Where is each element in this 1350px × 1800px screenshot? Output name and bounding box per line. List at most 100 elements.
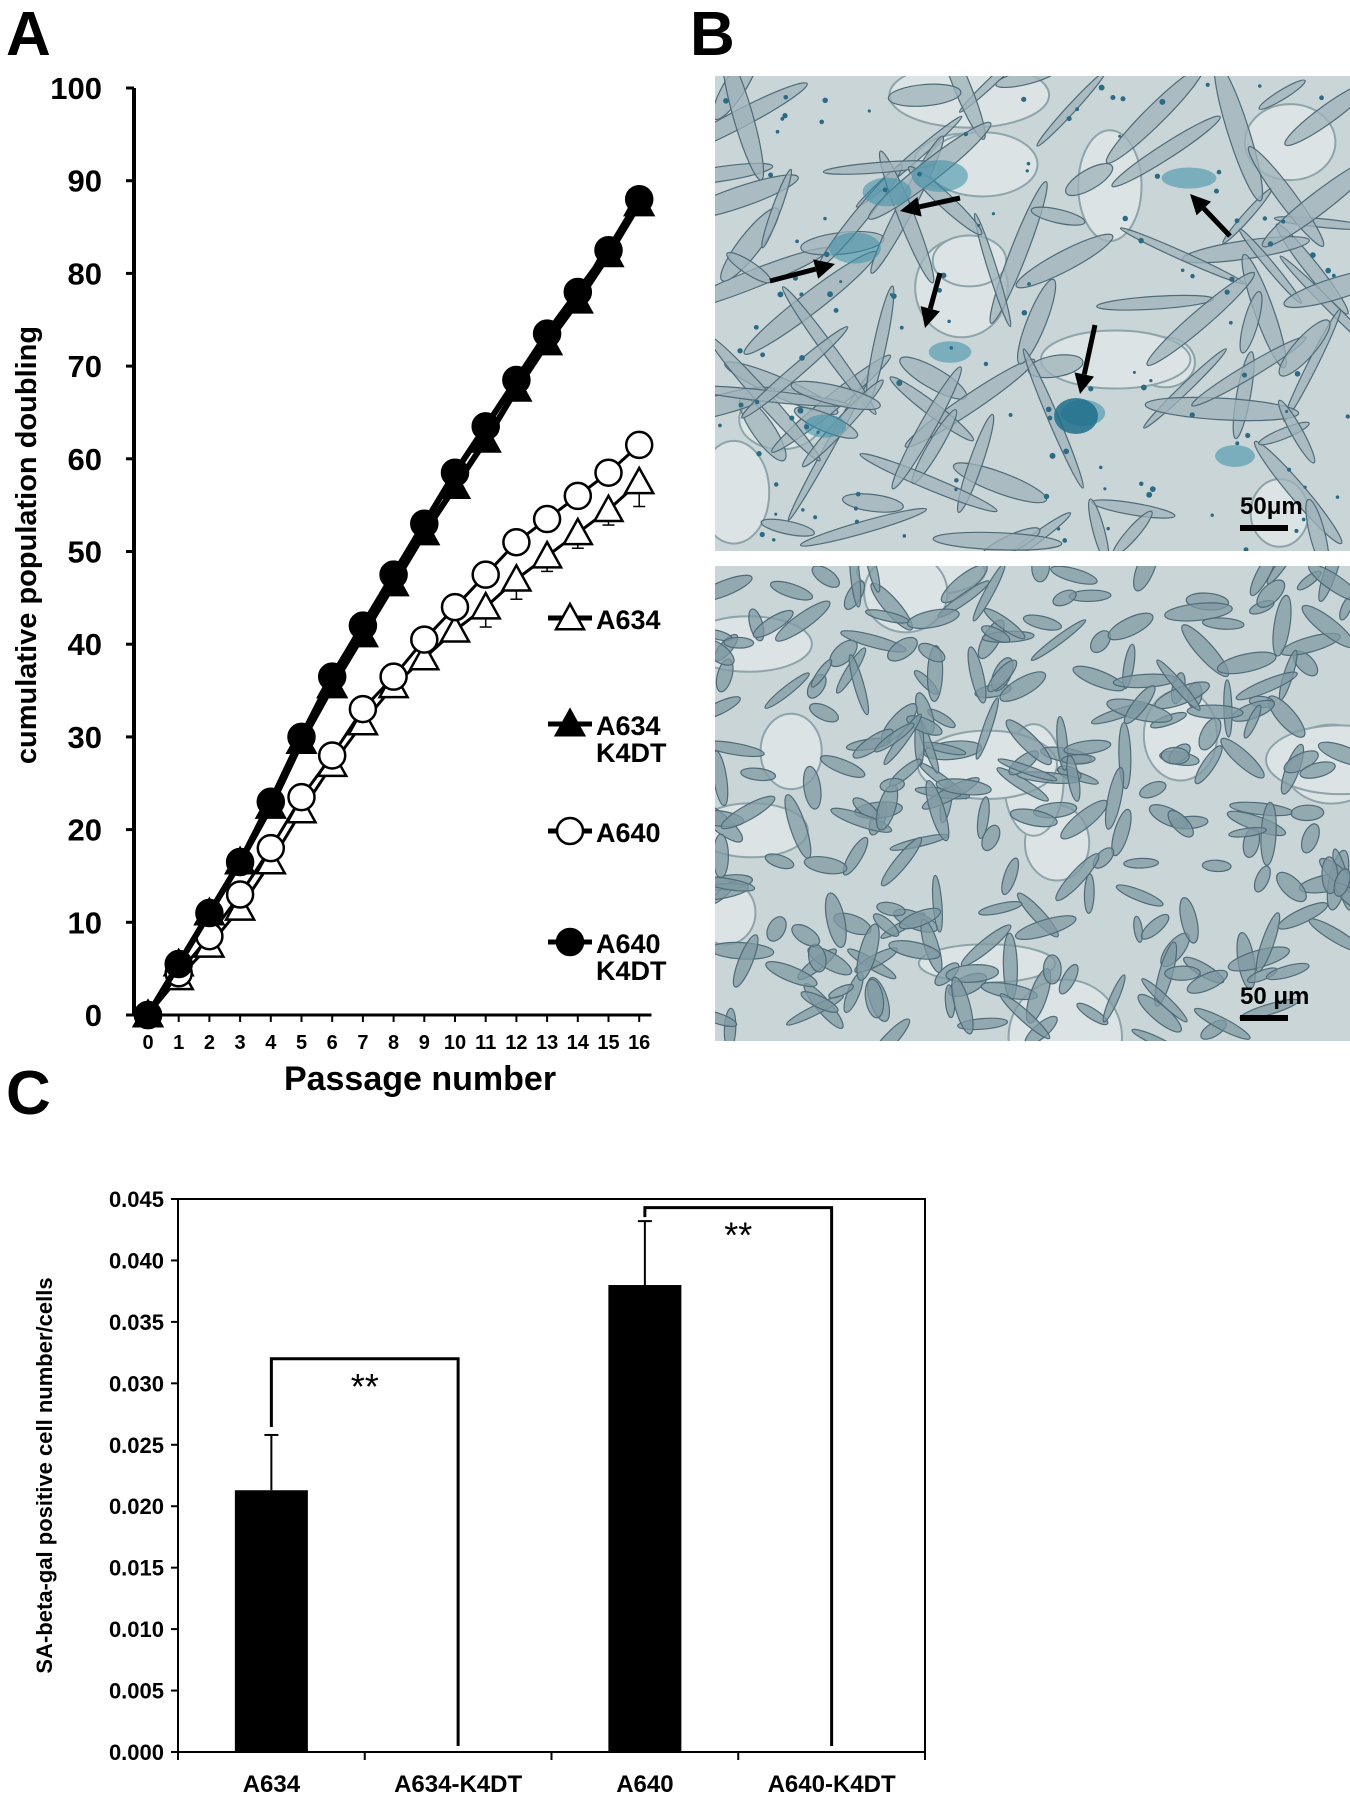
cell [848,654,870,716]
cell [828,983,854,999]
stain-dot [1241,372,1247,378]
cell [880,837,923,887]
stain-dot [1103,487,1107,491]
stain-dot [1008,413,1013,417]
y-tick-label: 90 [68,164,102,199]
cell [887,83,962,107]
arrow [1081,324,1098,375]
significance-label: ** [724,1215,752,1256]
stain-dot [1319,95,1324,101]
cell [802,765,822,810]
data-point [440,592,470,622]
y-tick-label: 0.015 [109,1556,164,1581]
cell [800,991,839,1013]
stain-dot [1118,134,1122,138]
cell [956,413,995,514]
cell [1014,915,1077,941]
data-point [532,319,562,348]
cell [1102,974,1126,1023]
stain-dot [1224,289,1230,295]
y-tick-label: 40 [68,627,102,662]
cell [765,961,818,988]
stain-dot [1047,415,1053,421]
cell [976,796,990,839]
scale-bar [1240,1015,1288,1021]
significance-bracket: ** [643,1206,834,1746]
cell [996,767,1049,802]
cell [1235,671,1298,701]
y-tick-label: 30 [68,720,102,755]
x-tick-label: 13 [536,1032,558,1054]
stain-dot [853,506,858,511]
category-label: A634-K4DT [394,1771,522,1798]
legend-item: A640 [548,816,661,848]
cell [874,722,915,753]
x-tick-label: 0 [142,1032,153,1054]
stain-dot [822,97,828,104]
x-tick-label: 2 [204,1032,215,1054]
stain-dot [1234,218,1240,224]
stain-dot [1146,491,1153,498]
cell [1277,399,1316,464]
cell [1279,255,1350,360]
stain-dot [1099,465,1103,470]
cell [1167,809,1194,838]
stain-dot [1235,441,1240,446]
cell [819,755,866,778]
y-axis-label: cumulative population doubling [11,326,43,764]
stain-dot [891,293,897,299]
cell [1050,566,1098,585]
cell [740,326,849,419]
cell [1249,566,1277,597]
stain-dot [882,187,888,193]
stain-dot [759,531,765,538]
stain-dot [756,451,762,457]
stained-cell [1161,167,1217,189]
stain-dot [1262,216,1268,221]
data-point [469,590,502,620]
cell [1083,873,1095,915]
stain-dot [773,482,779,487]
cell [1301,604,1350,649]
stain-dot [799,292,804,297]
stain-dot [1062,538,1068,543]
category-label: A640-K4DT [768,1771,896,1798]
stain-dot [1049,452,1056,459]
stain-dot [780,116,785,121]
cell [999,993,1051,1040]
cell [1042,954,1062,985]
cell [760,518,815,537]
data-point [502,527,531,557]
legend-label: K4DT [596,956,667,986]
stain-dot [1325,267,1331,274]
cell [856,923,880,981]
stain-dot [1287,467,1292,472]
data-point [624,184,654,214]
cell [1339,596,1350,621]
stain-dot [816,430,820,434]
cell [769,580,814,601]
cell [1063,739,1112,756]
stain-dot [718,423,722,428]
cell [1009,808,1058,828]
arrow-head [1190,194,1212,216]
stain-dot [1345,414,1350,419]
stain-dot [1294,528,1299,533]
arrow [769,266,817,284]
stain-dot [1120,96,1126,102]
bar [608,1285,682,1752]
cell [995,76,1058,89]
stain-dot [738,402,744,408]
cell [1123,684,1156,725]
stain-dot [855,491,861,497]
cell [849,566,862,608]
stain-dot [949,346,954,350]
stain-dot [1075,107,1079,112]
stain-dot [1331,273,1336,278]
cell [1216,651,1277,675]
category-label: A640 [616,1771,673,1798]
data-point [440,458,470,487]
data-point [256,833,286,863]
